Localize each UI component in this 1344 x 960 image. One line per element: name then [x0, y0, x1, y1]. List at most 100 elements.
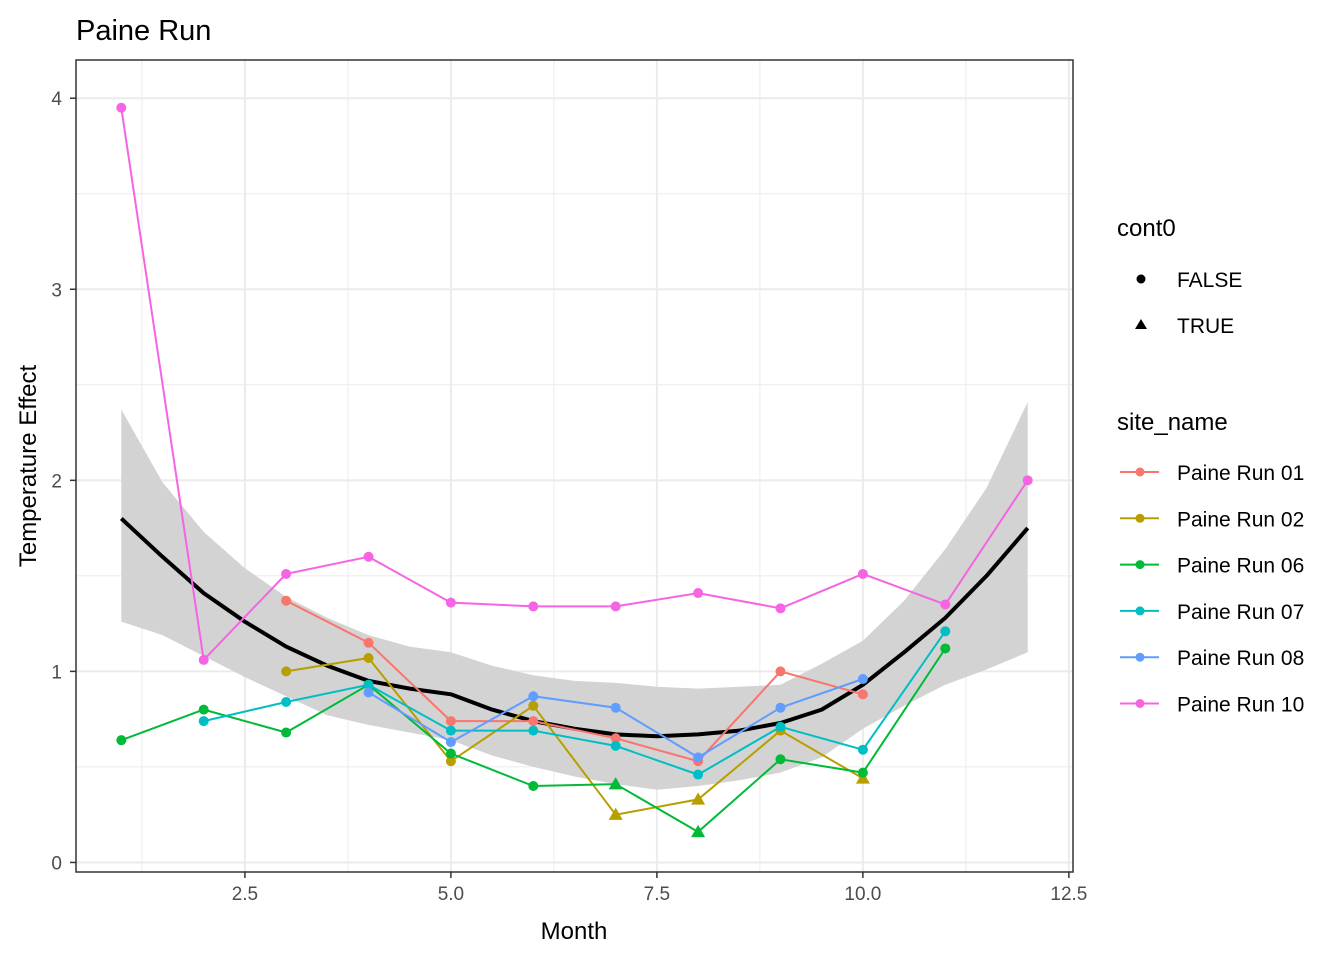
- data-point-circle: [281, 568, 292, 579]
- x-tick-label: 12.5: [1050, 884, 1087, 905]
- confidence-ribbon-layer: [121, 402, 1028, 790]
- data-point-circle: [363, 551, 374, 562]
- legend-site-item: Paine Run 10: [1120, 694, 1304, 717]
- data-point-circle: [198, 716, 209, 727]
- data-point-circle: [940, 626, 951, 637]
- circle-icon: [1136, 274, 1146, 284]
- legend-site-item: Paine Run 02: [1120, 508, 1304, 531]
- series-paine-run-10: [116, 102, 1033, 665]
- data-point-circle: [693, 769, 704, 780]
- data-point-circle: [528, 691, 539, 702]
- data-point-circle: [693, 752, 704, 763]
- x-axis-title: Month: [541, 918, 608, 945]
- legend-site-label: Paine Run 02: [1177, 508, 1304, 531]
- legend-point-swatch: [1135, 699, 1145, 708]
- legend-cont0-label: TRUE: [1177, 315, 1234, 338]
- data-point-circle: [940, 643, 951, 654]
- series-line: [203, 630, 947, 776]
- series-layer: [116, 102, 1033, 838]
- y-axis-title: Temperature Effect: [15, 365, 42, 568]
- data-point-triangle: [608, 777, 623, 790]
- confidence-ribbon: [121, 402, 1028, 790]
- legend-cont0-item-false: FALSE: [1136, 269, 1242, 292]
- data-point-circle: [857, 568, 868, 579]
- y-tick-label: 3: [51, 280, 62, 301]
- x-tick-label: 10.0: [844, 884, 881, 905]
- data-point-circle: [857, 674, 868, 685]
- series-line: [285, 599, 864, 763]
- data-point-circle: [528, 716, 539, 727]
- legend-point-swatch: [1135, 467, 1145, 477]
- data-point-circle: [445, 748, 456, 759]
- x-tick-label: 2.5: [232, 884, 258, 905]
- legend-cont0: cont0 FALSE TRUE: [1117, 215, 1242, 338]
- series-line: [120, 107, 1029, 663]
- data-point-circle: [363, 637, 374, 648]
- legend-point-swatch: [1135, 513, 1145, 523]
- data-point-circle: [528, 700, 539, 711]
- legend-site-label: Paine Run 07: [1177, 601, 1304, 624]
- chart-title: Paine Run: [76, 15, 211, 47]
- data-point-circle: [693, 588, 704, 599]
- legend-site-item: Paine Run 08: [1120, 647, 1304, 670]
- data-point-circle: [363, 687, 374, 698]
- legend-site-item: Paine Run 07: [1120, 601, 1304, 624]
- data-point-circle: [857, 767, 868, 778]
- data-point-circle: [198, 704, 209, 715]
- data-point-circle: [775, 702, 786, 713]
- x-tick-label: 5.0: [438, 884, 464, 905]
- data-point-circle: [363, 679, 374, 690]
- data-point-circle: [528, 601, 539, 612]
- legend-cont0-item-true: TRUE: [1135, 315, 1234, 338]
- legend-site-label: Paine Run 10: [1177, 694, 1304, 717]
- data-point-circle: [116, 102, 127, 113]
- data-point-circle: [857, 744, 868, 755]
- triangle-icon: [1135, 319, 1147, 329]
- x-axis: 2.5 5.0 7.5 10.0 12.5: [232, 872, 1087, 905]
- data-point-circle: [528, 725, 539, 736]
- series-paine-run-08: [363, 674, 868, 763]
- data-point-circle: [610, 733, 621, 744]
- data-point-circle: [445, 756, 456, 767]
- panel-border: [75, 59, 1074, 873]
- y-axis: 0 1 2 3 4: [51, 89, 76, 874]
- y-tick-label: 2: [51, 471, 62, 492]
- data-point-circle: [281, 727, 292, 738]
- data-point-circle: [857, 689, 868, 700]
- y-tick-label: 4: [51, 89, 62, 110]
- y-tick-label: 0: [51, 853, 62, 874]
- data-point-circle: [445, 725, 456, 736]
- data-point-circle: [610, 601, 621, 612]
- data-point-circle: [775, 603, 786, 614]
- data-point-circle: [116, 735, 127, 746]
- legend-site-label: Paine Run 01: [1177, 462, 1304, 485]
- data-point-circle: [1022, 475, 1033, 486]
- legend-cont0-title: cont0: [1117, 215, 1176, 242]
- legend-point-swatch: [1135, 560, 1145, 570]
- data-point-circle: [610, 740, 621, 751]
- data-point-circle: [445, 597, 456, 608]
- data-point-circle: [198, 654, 209, 665]
- plot-panel: [75, 59, 1074, 873]
- legend-cont0-label: FALSE: [1177, 269, 1242, 292]
- data-point-circle: [940, 599, 951, 610]
- data-point-circle: [281, 696, 292, 707]
- legend-point-swatch: [1135, 606, 1145, 616]
- data-point-circle: [528, 781, 539, 792]
- data-point-triangle: [691, 824, 706, 838]
- data-point-circle: [281, 666, 292, 677]
- data-point-triangle: [608, 807, 623, 820]
- data-point-circle: [445, 716, 456, 727]
- legend-site-item: Paine Run 01: [1120, 462, 1304, 485]
- data-point-circle: [445, 737, 456, 748]
- series-paine-run-07: [198, 626, 951, 780]
- data-point-circle: [775, 721, 786, 732]
- y-tick-label: 1: [51, 662, 62, 683]
- legend-site-label: Paine Run 06: [1177, 555, 1304, 578]
- data-point-circle: [281, 595, 292, 606]
- legend-point-swatch: [1135, 652, 1145, 662]
- legend-site-label: Paine Run 08: [1177, 647, 1304, 670]
- legend-site-item: Paine Run 06: [1120, 555, 1304, 578]
- data-point-circle: [775, 666, 786, 677]
